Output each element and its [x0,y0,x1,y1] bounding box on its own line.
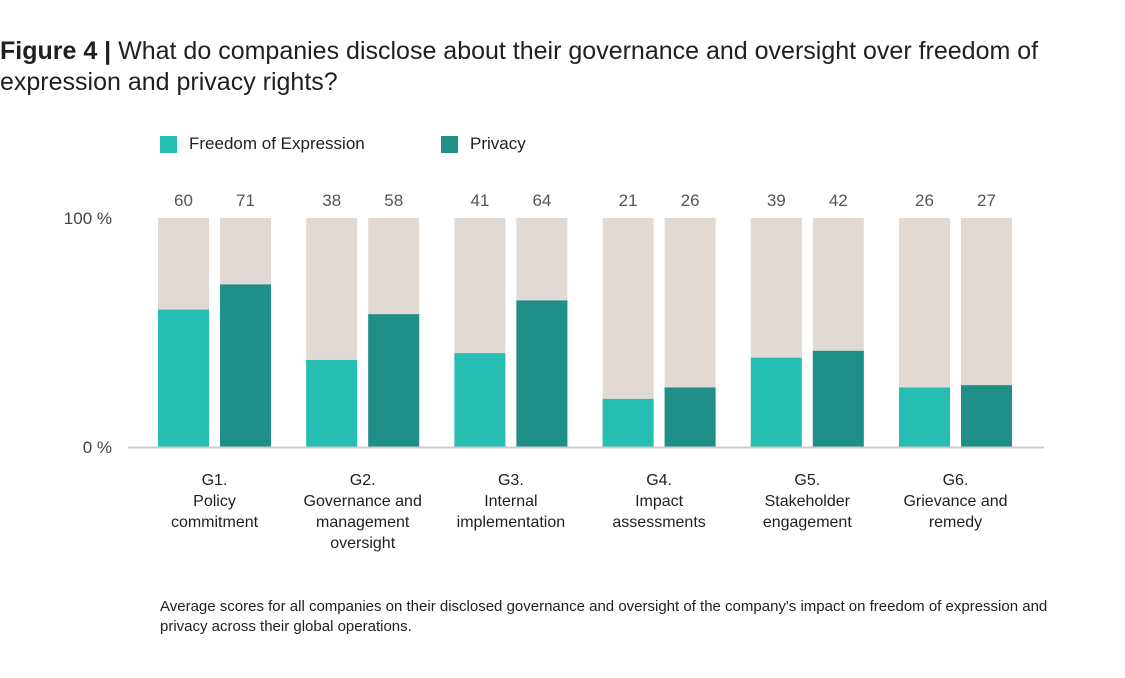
x-tick-label-line: implementation [456,514,566,531]
x-tick-label-line: G6. [942,472,969,489]
x-tick-label-line: oversight [330,535,396,552]
legend-label-freedom: Freedom of Expression [189,134,365,153]
bar-privacy-g3 [516,300,568,447]
x-tick-label-line: Impact [635,493,684,510]
bar-freedom-g2 [306,359,358,447]
x-tick-label-line: management [315,514,410,531]
bar-privacy-g6 [961,385,1012,447]
data-label-privacy-g3: 64 [532,191,551,210]
x-tick-label-line: G2. [349,472,376,489]
x-tick-label-g4: G4. Impact assessments [584,470,734,533]
bar-privacy-g2 [368,314,420,447]
data-label-privacy-g5: 42 [829,191,848,210]
bar-privacy-g4 [664,387,716,447]
x-tick-label-g3: G3. Internal implementation [436,470,586,533]
data-label-privacy-g1: 71 [236,191,255,210]
bar-freedom-g5 [750,357,802,447]
legend-swatch-freedom [160,136,177,153]
x-tick-label-line: Stakeholder [764,493,850,510]
bar-freedom-g3 [454,353,506,447]
data-label-privacy-g6: 27 [977,191,996,210]
data-label-freedom-g4: 21 [619,191,638,210]
x-tick-label-line: remedy [928,514,983,531]
data-label-freedom-g5: 39 [767,191,786,210]
x-tick-label-line: commitment [170,514,259,531]
x-tick-label-line: Governance and [303,493,422,510]
x-tick-label-g2: G2. Governance and management oversight [288,470,438,554]
data-label-freedom-g1: 60 [174,191,193,210]
data-label-privacy-g2: 58 [384,191,403,210]
x-tick-label-line: engagement [762,514,852,531]
bar-freedom-g1 [158,309,209,447]
x-tick-label-g6: G6. Grievance and remedy [881,470,1031,533]
x-tick-label-line: G1. [201,472,228,489]
x-tick-label-g5: G5. Stakeholder engagement [732,470,882,533]
x-tick-label-g1: G1. Policy commitment [140,470,290,533]
figure-title-text: What do companies disclose about their g… [0,37,1039,96]
figure-number: Figure 4 | [0,37,112,65]
x-tick-label-line: assessments [612,514,706,531]
bar-freedom-g6 [899,387,950,447]
legend-label-privacy: Privacy [470,134,526,153]
data-label-privacy-g4: 26 [681,191,700,210]
x-tick-label-line: Grievance and [903,493,1008,510]
data-label-freedom-g3: 41 [470,191,489,210]
legend-swatch-privacy [441,136,458,153]
chart-title: Figure 4 | What do companies disclose ab… [0,36,1100,98]
bar-privacy-g5 [812,350,864,447]
x-tick-label-line: G4. [646,472,672,489]
y-tick-label-top: 100 % [64,209,112,228]
bar-privacy-g1 [220,284,271,447]
x-tick-label-line: G5. [794,472,821,489]
data-label-freedom-g2: 38 [322,191,341,210]
data-label-freedom-g6: 26 [915,191,934,210]
y-tick-label-bottom: 0 % [83,438,112,457]
bar-chart: 100 % 0 % 60 71 38 58 41 64 21 26 39 42 26 27 [64,191,1044,457]
chart-note: Average scores for all companies on thei… [160,598,1048,635]
x-tick-label-line: G3. [497,472,524,489]
x-tick-label-line: Internal [484,493,538,510]
bar-freedom-g4 [602,398,654,447]
x-tick-label-line: Policy [193,493,236,510]
